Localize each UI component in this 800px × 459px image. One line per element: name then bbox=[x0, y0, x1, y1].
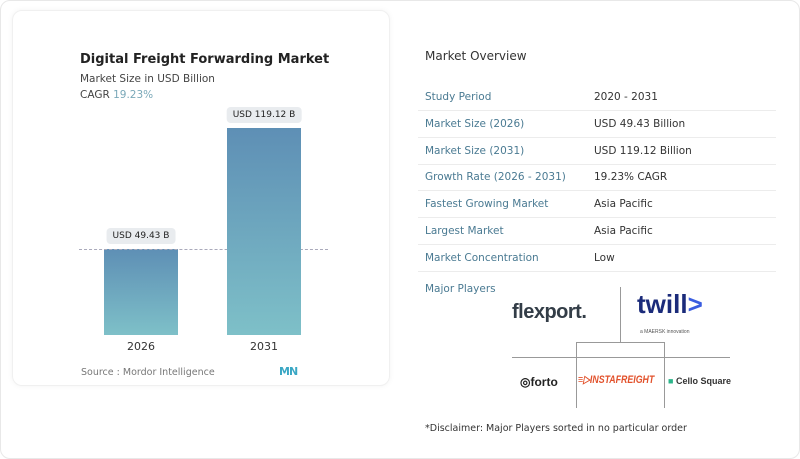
overview-row: Market Concentration Low bbox=[418, 245, 776, 272]
row-value: Asia Pacific bbox=[594, 198, 653, 211]
overview-row: Study Period 2020 - 2031 bbox=[418, 84, 776, 111]
forto-logo: ◎forto bbox=[520, 375, 558, 389]
row-label: Growth Rate (2026 - 2031) bbox=[425, 171, 566, 184]
x-tick-label: 2031 bbox=[250, 340, 278, 353]
row-value: USD 119.12 Billion bbox=[594, 144, 692, 157]
divider bbox=[620, 287, 621, 342]
row-label: Market Size (2026) bbox=[425, 117, 525, 130]
bar-2026 bbox=[104, 249, 178, 335]
cagr: CAGR 19.23% bbox=[80, 89, 153, 101]
cagr-value: 19.23% bbox=[113, 89, 154, 101]
row-label: Fastest Growing Market bbox=[425, 198, 549, 211]
overview-row: Fastest Growing Market Asia Pacific bbox=[418, 191, 776, 219]
overview-row: Market Size (2031) USD 119.12 Billion bbox=[418, 138, 776, 165]
row-label: Market Size (2031) bbox=[425, 144, 525, 157]
reference-line bbox=[79, 249, 328, 251]
major-players-label: Major Players bbox=[425, 283, 496, 295]
overview-row: Market Size (2026) USD 49.43 Billion bbox=[418, 111, 776, 138]
instafreight-logo: ≡▷INSTAFREIGHT bbox=[578, 374, 655, 386]
mordor-logo: MN bbox=[279, 365, 298, 378]
chart-title: Digital Freight Forwarding Market bbox=[80, 52, 330, 67]
row-value: Low bbox=[594, 251, 615, 264]
row-label: Study Period bbox=[425, 91, 492, 103]
bar-2031 bbox=[227, 128, 301, 335]
twill-tagline: a MAERSK innovation bbox=[640, 329, 690, 335]
chart-subtitle: Market Size in USD Billion bbox=[80, 73, 215, 85]
row-label: Market Concentration bbox=[425, 251, 539, 264]
divider bbox=[576, 342, 664, 343]
row-label: Largest Market bbox=[425, 225, 504, 237]
flexport-logo: flexport. bbox=[512, 301, 587, 323]
disclaimer: *Disclaimer: Major Players sorted in no … bbox=[425, 423, 687, 434]
x-tick-label: 2026 bbox=[127, 340, 155, 353]
chart-card bbox=[12, 10, 390, 386]
cagr-label: CAGR bbox=[80, 89, 110, 101]
row-value: Asia Pacific bbox=[594, 225, 653, 237]
divider bbox=[576, 342, 577, 408]
overview-row: Largest Market Asia Pacific bbox=[418, 218, 776, 245]
data-label: USD 119.12 B bbox=[226, 107, 302, 123]
row-value: 2020 - 2031 bbox=[594, 91, 658, 103]
overview-row: Growth Rate (2026 - 2031) 19.23% CAGR bbox=[418, 164, 776, 192]
row-value: 19.23% CAGR bbox=[594, 171, 668, 184]
twill-logo: twill> bbox=[637, 289, 703, 319]
source: Source : Mordor Intelligence bbox=[81, 367, 215, 378]
divider bbox=[664, 342, 665, 408]
cello-square-logo: ■ Cello Square bbox=[668, 376, 731, 386]
divider bbox=[512, 357, 730, 358]
row-value: USD 49.43 Billion bbox=[594, 117, 686, 130]
overview-title: Market Overview bbox=[425, 49, 527, 63]
data-label: USD 49.43 B bbox=[106, 228, 176, 245]
